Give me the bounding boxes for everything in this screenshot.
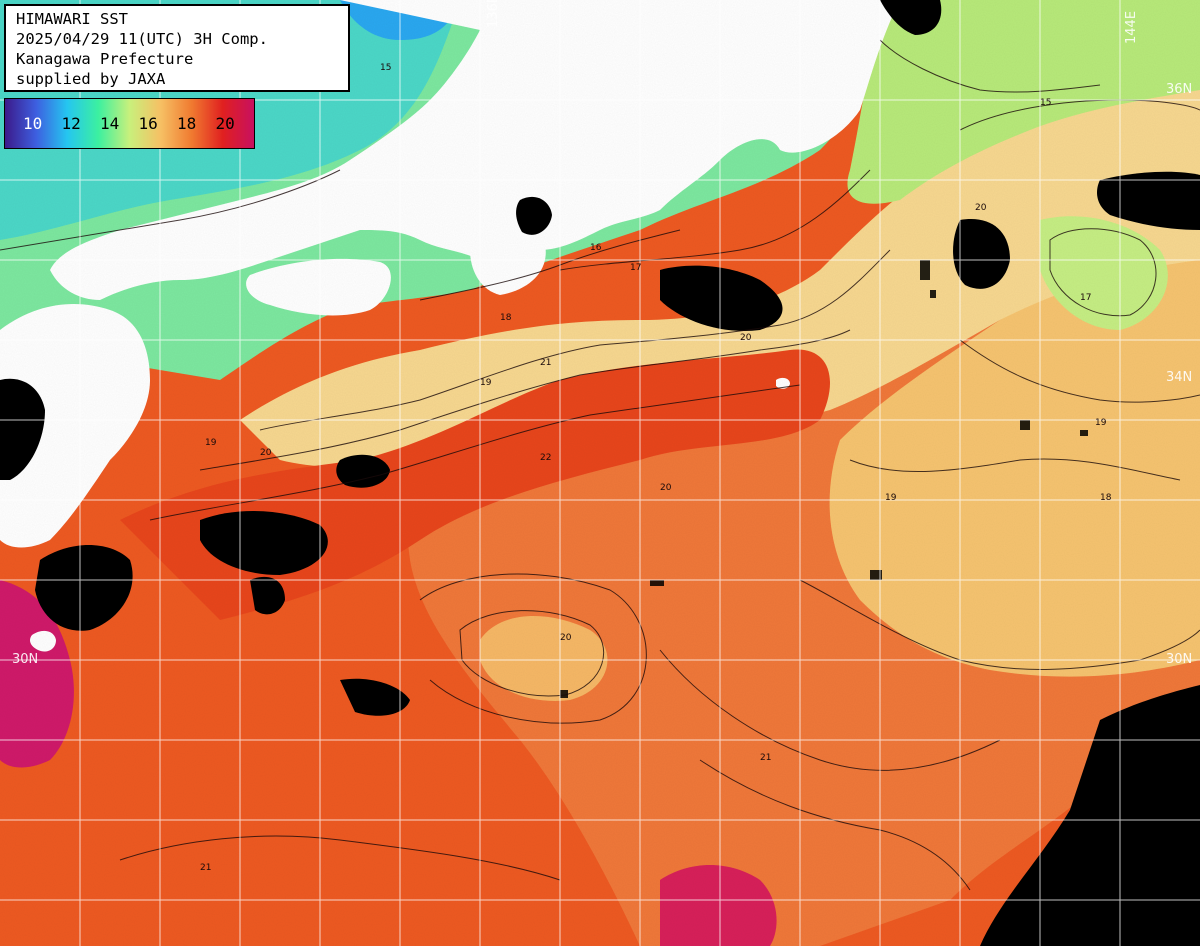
lat-label-36n: 36N (1166, 82, 1193, 97)
temperature-legend: 10 12 14 16 18 20 22 (4, 98, 255, 149)
contour-15b (879, 39, 1101, 93)
contour-label: 19 (480, 378, 492, 388)
contour-label: 15 (380, 63, 391, 73)
contour-label: 18 (500, 313, 512, 323)
title-line-prefecture: Kanagawa Prefecture (16, 50, 194, 68)
title-box: HIMAWARI SST 2025/04/29 11(UTC) 3H Comp.… (4, 4, 350, 92)
contour-19 (259, 249, 891, 431)
legend-label: 16 (138, 114, 158, 133)
contour-21b (419, 573, 647, 724)
legend-label: 22 (254, 114, 255, 133)
legend-label: 12 (61, 114, 81, 133)
lon-label-144e: 144E (1124, 10, 1139, 44)
contour-label: 20 (740, 333, 752, 343)
contour-19c (799, 579, 1200, 670)
legend-label: 20 (215, 114, 235, 133)
contour-label: 19 (885, 493, 897, 503)
contour-label: 20 (660, 483, 672, 493)
contour-label: 20 (560, 633, 572, 643)
contour-19b (849, 458, 1181, 481)
lon-label-136e: 136E (486, 0, 501, 28)
contour-20b (459, 610, 605, 697)
contour-label: 21 (200, 863, 211, 873)
contour-label: 19 (205, 438, 217, 448)
legend-labels: 10 12 14 16 18 20 22 (23, 114, 255, 133)
contour-label: 20 (260, 448, 272, 458)
contour-22 (119, 835, 561, 881)
legend-label: 10 (23, 114, 43, 133)
legend-gradient (5, 99, 254, 148)
contour-label: 15 (1040, 98, 1051, 108)
legend-label: 18 (177, 114, 197, 133)
title-line-datetime: 2025/04/29 11(UTC) 3H Comp. (16, 30, 268, 48)
title-line-supplier: supplied by JAXA (16, 70, 166, 88)
contour-label: 21 (540, 358, 551, 368)
contour-15 (0, 169, 341, 251)
contour-label: 18 (1100, 493, 1112, 503)
legend-label: 14 (100, 114, 120, 133)
contour-20 (199, 329, 851, 471)
contour-21c (699, 759, 971, 891)
contour-19d (959, 339, 1200, 403)
contour-label: 17 (630, 263, 641, 273)
contour-17b (1049, 228, 1157, 317)
contour-label: 17 (1080, 293, 1091, 303)
contour-label: 21 (760, 753, 771, 763)
title-line-sensor: HIMAWARI SST (16, 10, 128, 28)
lat-label-30n: 30N (1166, 652, 1193, 667)
lat-label-34n: 34N (1166, 370, 1193, 385)
contour-number-labels: 15 16 17 18 19 20 21 22 19 20 20 19 19 1… (200, 63, 1112, 873)
contour-17 (559, 169, 871, 271)
contour-label: 20 (975, 203, 987, 213)
contour-label: 22 (540, 453, 551, 463)
lat-label-30n-left: 30N (12, 652, 39, 667)
contour-label: 19 (1095, 418, 1107, 428)
contour-label: 16 (590, 243, 602, 253)
contour-20c (659, 649, 1001, 771)
